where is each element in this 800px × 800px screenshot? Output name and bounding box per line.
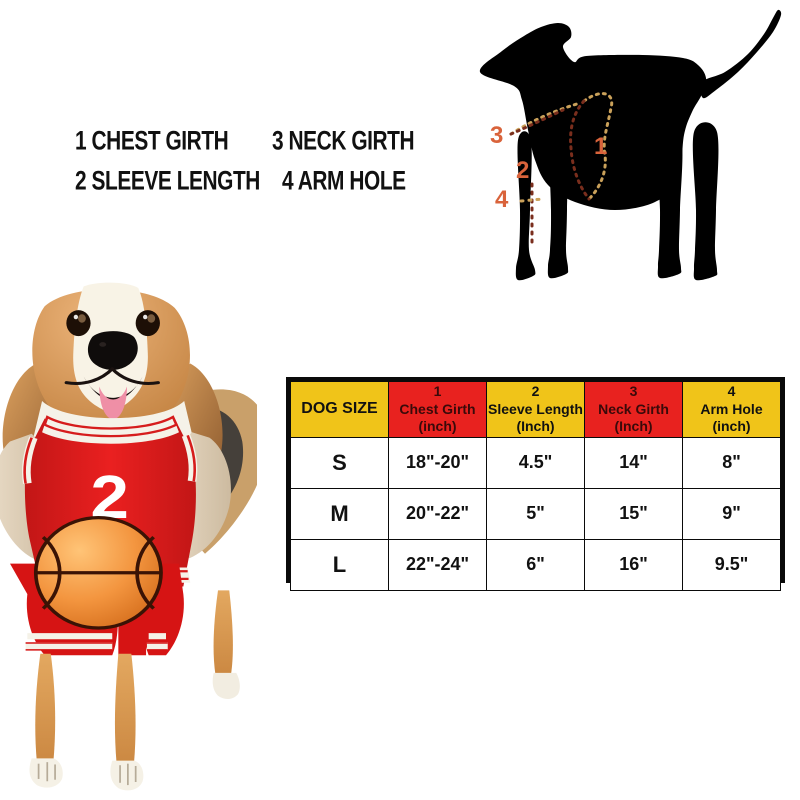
svg-text:4: 4 (495, 186, 509, 213)
svg-text:1: 1 (594, 133, 607, 160)
svg-text:3: 3 (490, 122, 503, 149)
svg-text:2: 2 (516, 157, 529, 184)
